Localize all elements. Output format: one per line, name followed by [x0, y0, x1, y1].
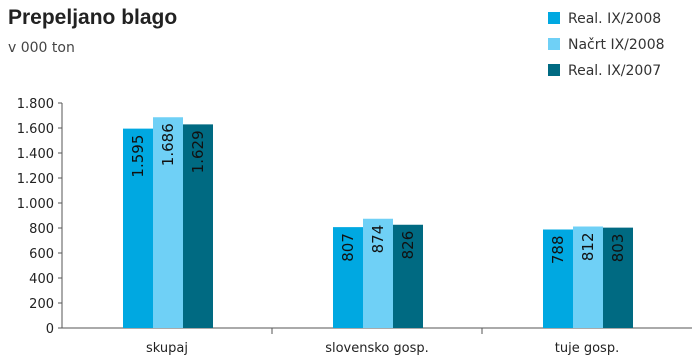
value-label: 807	[339, 233, 357, 262]
value-label: 803	[609, 234, 627, 263]
y-tick-label: 1.400	[17, 147, 54, 162]
bar	[543, 229, 573, 328]
value-label: 1.595	[129, 135, 147, 178]
value-label: 1.686	[159, 123, 177, 166]
value-label: 1.629	[189, 130, 207, 173]
legend-swatch	[548, 12, 560, 24]
y-tick-label: 0	[46, 322, 54, 337]
x-tick-label: tuje gosp.	[555, 341, 619, 356]
y-tick-label: 400	[29, 272, 54, 287]
legend-swatch	[548, 38, 560, 50]
value-label: 788	[549, 236, 567, 265]
bar	[603, 227, 633, 328]
chart-subtitle: v 000 ton	[8, 40, 75, 56]
y-tick-label: 600	[29, 247, 54, 262]
bar	[333, 227, 363, 328]
bar	[123, 128, 153, 328]
x-tick-label: skupaj	[146, 341, 188, 356]
value-label: 874	[369, 225, 387, 254]
bar	[363, 218, 393, 328]
bar	[183, 124, 213, 328]
legend-label: Real. IX/2007	[568, 63, 661, 79]
bar	[393, 224, 423, 328]
y-tick-label: 1.600	[17, 122, 54, 137]
bar	[153, 117, 183, 328]
legend-label: Načrt IX/2008	[568, 37, 665, 53]
y-tick-label: 1.800	[17, 97, 54, 112]
y-tick-label: 1.000	[17, 197, 54, 212]
legend-swatch	[548, 64, 560, 76]
y-tick-label: 800	[29, 222, 54, 237]
value-label: 812	[579, 233, 597, 262]
x-tick-label: slovensko gosp.	[325, 341, 429, 356]
y-tick-label: 200	[29, 297, 54, 312]
bar	[573, 226, 603, 328]
value-label: 826	[399, 231, 417, 260]
y-tick-label: 1.200	[17, 172, 54, 187]
legend-label: Real. IX/2008	[568, 11, 661, 27]
chart-title: Prepeljano blago	[8, 6, 177, 29]
